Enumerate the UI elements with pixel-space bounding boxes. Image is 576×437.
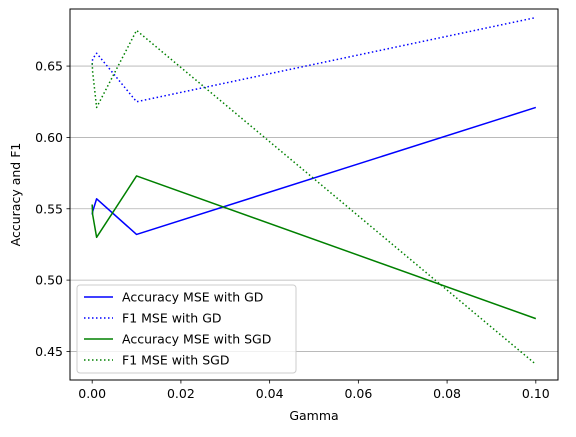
- legend-label: F1 MSE with SGD: [122, 353, 229, 368]
- legend-label: Accuracy MSE with GD: [122, 290, 263, 305]
- series-line-1: [92, 107, 536, 234]
- y-tick-label: 0.60: [35, 130, 63, 145]
- x-tick-label: 0.04: [256, 386, 284, 401]
- legend-label: Accuracy MSE with SGD: [122, 332, 271, 347]
- x-tick-label: 0.02: [167, 386, 195, 401]
- y-tick-label: 0.50: [35, 273, 63, 288]
- x-tick-label: 0.08: [433, 386, 461, 401]
- x-tick-label: 0.06: [344, 386, 372, 401]
- legend: Accuracy MSE with GD F1 MSE with GD Accura…: [77, 285, 296, 373]
- legend-label: F1 MSE with GD: [122, 311, 222, 326]
- x-tick-label: 0.10: [522, 386, 550, 401]
- x-tick-label: 0.00: [78, 386, 106, 401]
- series-line-2: [92, 18, 536, 102]
- y-axis-label: Accuracy and F1: [8, 143, 23, 247]
- y-tick-label: 0.45: [35, 344, 63, 359]
- x-axis-label: Gamma: [289, 408, 338, 423]
- y-tick-label: 0.65: [35, 59, 63, 74]
- y-tick-label: 0.55: [35, 201, 63, 216]
